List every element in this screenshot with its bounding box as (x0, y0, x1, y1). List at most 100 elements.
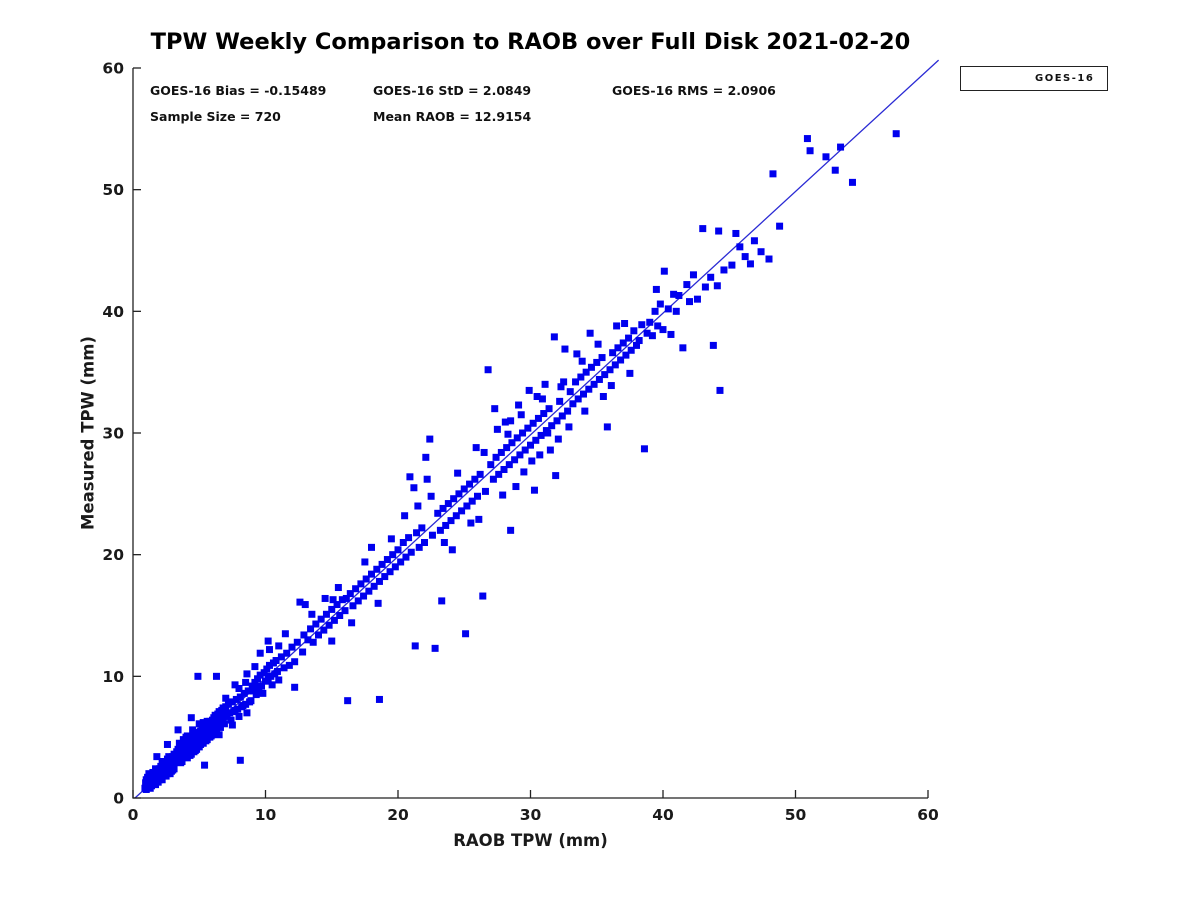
data-point (244, 687, 252, 695)
data-point (467, 519, 475, 527)
data-point (280, 664, 288, 672)
data-point (646, 318, 654, 326)
data-point (491, 405, 499, 413)
data-point (574, 395, 582, 403)
data-point (713, 282, 721, 290)
data-point (387, 535, 395, 543)
data-point (300, 631, 308, 639)
data-point (548, 422, 556, 430)
x-tick-label: 30 (520, 806, 542, 824)
data-point (659, 326, 667, 334)
data-point (328, 605, 336, 613)
data-point (741, 253, 749, 261)
data-point (187, 714, 195, 722)
data-point (177, 759, 185, 767)
data-point (472, 444, 480, 452)
data-point (534, 414, 542, 422)
data-point (321, 594, 329, 602)
data-point (222, 694, 230, 702)
data-point (251, 663, 259, 671)
data-point (199, 719, 207, 727)
x-tick-label: 50 (785, 806, 807, 824)
data-point (609, 349, 617, 357)
data-point (515, 401, 523, 409)
data-point (427, 492, 435, 500)
y-tick-label: 50 (102, 181, 124, 199)
legend-box: GOES-16 (960, 66, 1108, 91)
data-point (517, 411, 525, 419)
data-point (265, 661, 273, 669)
data-point (512, 483, 520, 491)
data-point (309, 638, 317, 646)
data-point (440, 539, 448, 546)
data-point (585, 385, 593, 393)
data-point (508, 439, 516, 447)
data-point (175, 739, 183, 747)
data-point (450, 495, 458, 503)
data-point (354, 597, 362, 605)
data-point (626, 369, 634, 377)
data-point (228, 698, 236, 706)
data-point (231, 681, 239, 689)
data-point (546, 446, 554, 454)
data-point (590, 380, 598, 388)
data-point (757, 248, 765, 256)
data-point (479, 592, 487, 600)
stat-bias: GOES-16 Bias = -0.15489 (150, 83, 327, 98)
data-point (640, 445, 648, 453)
data-point (732, 229, 740, 237)
data-point (484, 366, 492, 374)
data-point (439, 504, 447, 512)
data-point (607, 382, 615, 390)
data-point (660, 267, 668, 275)
data-point (431, 644, 439, 652)
data-point (654, 322, 662, 330)
y-axis-label: Measured TPW (mm) (78, 336, 98, 530)
data-point (201, 761, 209, 769)
data-point (601, 371, 609, 379)
data-point (611, 361, 619, 369)
data-point (540, 410, 548, 418)
data-point (664, 305, 672, 313)
data-point (159, 764, 167, 772)
data-point (504, 430, 512, 438)
data-point (242, 678, 250, 686)
data-point (414, 502, 422, 510)
data-point (248, 682, 256, 690)
data-point (333, 601, 341, 609)
data-point (564, 407, 572, 415)
data-point (411, 642, 419, 650)
data-point (190, 748, 198, 756)
data-point (317, 615, 325, 623)
data-point (341, 607, 349, 615)
data-point (444, 500, 452, 508)
data-point (216, 723, 224, 731)
data-point (410, 484, 418, 492)
data-point (471, 475, 479, 483)
data-point (368, 543, 375, 551)
data-point (525, 386, 533, 394)
data-point (179, 736, 187, 744)
data-point (452, 512, 460, 520)
data-point (594, 340, 602, 348)
data-point (344, 697, 352, 705)
data-point (346, 590, 354, 598)
data-point (530, 486, 538, 494)
data-point (146, 778, 154, 786)
data-point (603, 423, 611, 431)
data-point (595, 375, 603, 383)
data-point (436, 526, 444, 534)
data-point (709, 341, 717, 349)
data-point (580, 390, 587, 398)
data-point (273, 667, 281, 675)
data-point (322, 610, 330, 618)
data-point (492, 453, 500, 461)
data-point (462, 630, 470, 638)
data-point (325, 621, 333, 629)
data-point (281, 630, 289, 638)
data-point (258, 682, 266, 690)
data-point (557, 383, 565, 391)
data-point (550, 333, 558, 341)
data-point (165, 753, 173, 761)
